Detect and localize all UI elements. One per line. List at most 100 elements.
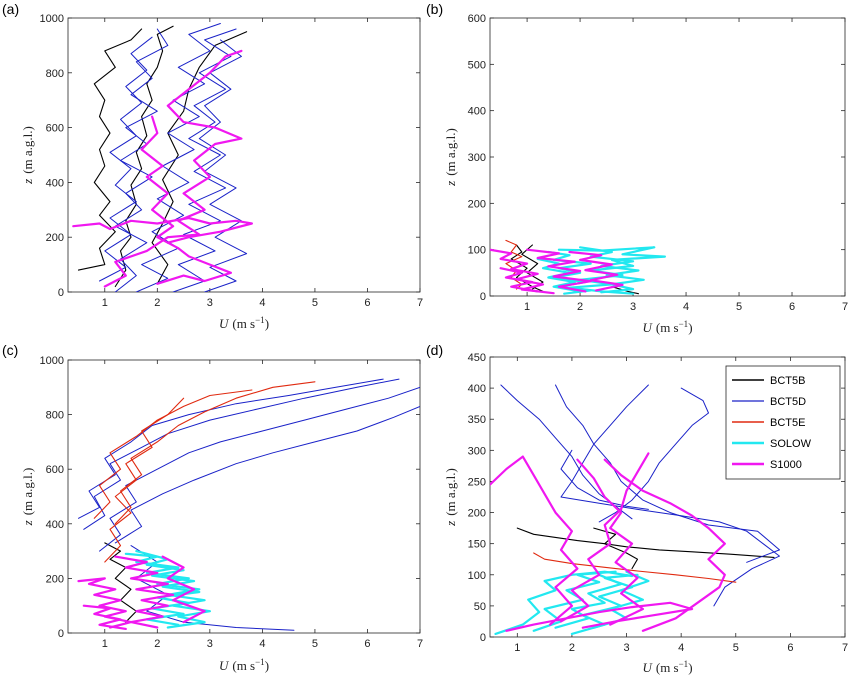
y-tick-label: 350 (468, 414, 486, 426)
profile-line-bct5e (505, 239, 523, 290)
x-tick-label: 7 (417, 638, 423, 650)
profile-line-bct5d (560, 384, 780, 607)
profile-line-bct5b (77, 28, 143, 271)
panel-label: (a) (2, 1, 19, 17)
x-axis-close: ) (688, 320, 692, 335)
profile-line-s1000 (505, 601, 694, 632)
x-tick-label: 5 (312, 297, 318, 309)
legend-label-bct5e: BCT5E (770, 417, 805, 429)
profile-line-s1000 (559, 452, 650, 623)
panel-b: 1 2 3 4 5 6 7 0 100 200 300 400 500 600 (b) U (m s−1) z (m… (426, 1, 848, 335)
y-tick-label: 1000 (40, 13, 64, 25)
x-tick-label: 6 (364, 638, 370, 650)
y-axis-label: z (m a.g.l.) (20, 126, 35, 185)
profile-line-bct5d (78, 378, 384, 519)
x-tick-label: 5 (736, 301, 742, 313)
profile-line-s1000 (161, 555, 206, 624)
profile-line-s1000 (603, 458, 726, 632)
profile-line-bct5d (598, 387, 709, 523)
profile-line-bct5d (99, 36, 153, 282)
x-tick-label: 2 (154, 297, 160, 309)
data-layer (72, 23, 253, 292)
x-tick-label: 1 (524, 301, 530, 313)
legend-label-bct5b: BCT5B (770, 375, 805, 387)
x-axis-symbol: U (219, 316, 230, 331)
x-axis-symbol: U (219, 658, 230, 673)
x-tick-label: 2 (577, 301, 583, 313)
legend: BCT5B BCT5D BCT5E SOLOW S1000 (725, 365, 841, 480)
plot-frame (67, 359, 421, 634)
plot-frame (489, 356, 846, 638)
x-tick-label: 5 (733, 642, 739, 654)
data-layer (77, 378, 420, 631)
y-tick-label: 400 (468, 106, 486, 118)
profile-line-s1000 (114, 555, 175, 629)
y-axis-unit: (m a.g.l.) (20, 468, 35, 516)
y-tick-label: 400 (46, 519, 64, 531)
x-tick-label: 3 (207, 297, 213, 309)
panel-label: (b) (426, 1, 443, 17)
profile-line-bct5b (516, 527, 775, 558)
plot-frame (67, 17, 421, 293)
profile-line-bct5d (99, 386, 420, 552)
y-tick-label: 250 (468, 476, 486, 488)
x-axis-exponent: −1 (255, 657, 265, 667)
x-axis-label: U (m s−1) (642, 319, 692, 335)
profile-line-bct5d (560, 449, 649, 510)
profile-line-bct5b (611, 286, 639, 295)
y-tick-label: 400 (46, 177, 64, 189)
x-axis-label: U (m s−1) (642, 659, 692, 675)
x-tick-label: 3 (207, 638, 213, 650)
y-tick-label: 300 (468, 152, 486, 164)
data-layer (490, 384, 780, 636)
y-tick-label: 200 (468, 508, 486, 520)
x-axis-unit: (m s (232, 658, 255, 673)
profile-line-bct5d (83, 378, 400, 530)
x-axis-unit: (m s (232, 316, 255, 331)
y-tick-label: 50 (474, 601, 486, 613)
x-axis-close: ) (688, 660, 692, 675)
profile-line-solow (554, 573, 623, 629)
x-tick-label: 2 (154, 638, 160, 650)
y-tick-label: 200 (46, 573, 64, 585)
y-tick-label: 100 (468, 570, 486, 582)
y-tick-label: 100 (468, 245, 486, 257)
y-tick-label: 600 (46, 123, 64, 135)
y-tick-label: 150 (468, 539, 486, 551)
y-axis-symbol: z (20, 520, 35, 526)
data-layer (490, 239, 667, 295)
y-tick-label: 1000 (40, 355, 64, 367)
profile-line-bct5b (114, 25, 174, 288)
legend-label-solow: SOLOW (770, 438, 812, 450)
x-axis-symbol: U (642, 320, 653, 335)
profile-line-s1000 (140, 115, 232, 285)
x-axis-exponent: −1 (679, 319, 689, 329)
profile-line-bct5e (114, 381, 316, 525)
x-tick-label: 3 (623, 642, 629, 654)
y-tick-label: 600 (468, 13, 486, 25)
y-tick-label: 600 (46, 464, 64, 476)
profile-line-s1000 (103, 49, 243, 288)
profile-line-s1000 (499, 267, 539, 293)
legend-label-bct5d: BCT5D (770, 396, 806, 408)
y-tick-label: 800 (46, 68, 64, 80)
profile-line-s1000 (490, 248, 555, 295)
profile-line-bct5d (114, 405, 420, 544)
x-axis-unit: (m s (656, 320, 679, 335)
y-axis-symbol: z (443, 181, 458, 187)
profile-line-bct5d (172, 28, 237, 292)
x-axis-close: ) (265, 658, 269, 673)
legend-label-s1000: S1000 (770, 459, 802, 471)
profile-line-solow (592, 570, 650, 629)
panel-label: (c) (2, 342, 18, 358)
y-axis-unit: (m a.g.l.) (443, 128, 458, 176)
y-axis-symbol: z (20, 179, 35, 185)
x-tick-label: 6 (787, 642, 793, 654)
y-axis-label: z (m a.g.l.) (20, 468, 35, 527)
x-tick-label: 5 (312, 638, 318, 650)
profile-line-s1000 (72, 216, 253, 244)
y-tick-label: 450 (468, 352, 486, 364)
y-tick-label: 0 (480, 632, 486, 644)
y-tick-label: 500 (468, 59, 486, 71)
profile-line-bct5b (593, 527, 639, 570)
